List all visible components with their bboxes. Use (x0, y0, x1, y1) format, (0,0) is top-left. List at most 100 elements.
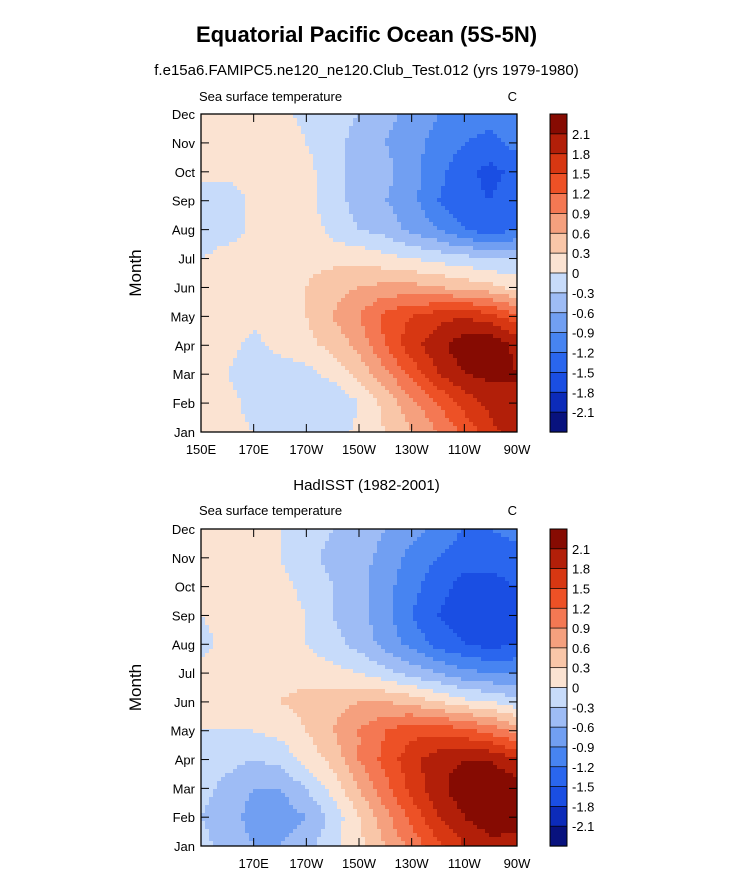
contour-cell (341, 250, 346, 255)
contour-cell (233, 142, 238, 147)
contour-cell (417, 198, 422, 203)
contour-cell (469, 226, 474, 231)
contour-cell (361, 326, 366, 331)
contour-cell (433, 322, 438, 327)
contour-cell (493, 186, 498, 191)
contour-cell (209, 230, 214, 235)
contour-cell (257, 330, 262, 335)
contour-cell (397, 346, 402, 351)
contour-cell (405, 302, 410, 307)
contour-cell (289, 114, 294, 119)
contour-cell (361, 294, 366, 299)
contour-cell (397, 174, 402, 179)
contour-cell (257, 286, 262, 291)
contour-cell (245, 234, 250, 239)
contour-cell (325, 310, 330, 315)
contour-cell (473, 158, 478, 163)
contour-cell (265, 326, 270, 331)
contour-cell (357, 214, 362, 219)
contour-cell (261, 322, 266, 327)
contour-cell (253, 210, 258, 215)
contour-cell (237, 226, 242, 231)
contour-cell (213, 230, 218, 235)
contour-cell (293, 318, 298, 323)
contour-cell (233, 262, 238, 267)
contour-cell (393, 190, 398, 195)
contour-cell (409, 314, 414, 319)
contour-cell (289, 334, 294, 339)
contour-cell (357, 166, 362, 171)
contour-cell (273, 334, 278, 339)
contour-cell (469, 298, 474, 303)
contour-cell (377, 290, 382, 295)
contour-cell (337, 222, 342, 227)
contour-cell (513, 198, 518, 203)
contour-cell (389, 322, 394, 327)
contour-cell (261, 250, 266, 255)
contour-cell (429, 274, 434, 279)
contour-cell (301, 274, 306, 279)
contour-cell (281, 246, 286, 251)
contour-cell (297, 310, 302, 315)
contour-cell (213, 306, 218, 311)
contour-cell (253, 238, 258, 243)
contour-cell (309, 202, 314, 207)
contour-cell (209, 242, 214, 247)
contour-cell (365, 190, 370, 195)
contour-cell (445, 250, 450, 255)
contour-cell (481, 334, 486, 339)
contour-cell (253, 262, 258, 267)
contour-cell (345, 230, 350, 235)
contour-cell (201, 326, 206, 331)
contour-cell (261, 222, 266, 227)
contour-cell (341, 334, 346, 339)
contour-cell (513, 342, 518, 347)
contour-cell (421, 142, 426, 147)
contour-cell (221, 294, 226, 299)
contour-cell (381, 342, 386, 347)
contour-cell (385, 254, 390, 259)
contour-cell (293, 162, 298, 167)
contour-cell (237, 250, 242, 255)
contour-cell (317, 138, 322, 143)
contour-cell (497, 166, 502, 171)
contour-cell (457, 162, 462, 167)
contour-cell (269, 138, 274, 143)
contour-cell (473, 306, 478, 311)
contour-cell (385, 114, 390, 119)
contour-cell (449, 274, 454, 279)
contour-cell (249, 354, 254, 359)
contour-cell (393, 214, 398, 219)
contour-cell (489, 198, 494, 203)
contour-cell (505, 342, 510, 347)
contour-cell (353, 298, 358, 303)
contour-cell (333, 186, 338, 191)
contour-cell (441, 286, 446, 291)
contour-cell (401, 194, 406, 199)
contour-cell (297, 338, 302, 343)
contour-cell (353, 174, 358, 179)
contour-cell (325, 274, 330, 279)
contour-cell (277, 202, 282, 207)
contour-cell (301, 334, 306, 339)
contour-cell (257, 326, 262, 331)
contour-cell (501, 258, 506, 263)
contour-cell (253, 350, 258, 355)
contour-cell (269, 162, 274, 167)
contour-cell (305, 122, 310, 127)
contour-cell (205, 294, 210, 299)
contour-cell (421, 234, 426, 239)
contour-cell (281, 334, 286, 339)
contour-cell (497, 346, 502, 351)
contour-cell (357, 294, 362, 299)
contour-cell (505, 138, 510, 143)
contour-cell (365, 154, 370, 159)
contour-cell (297, 242, 302, 247)
contour-cell (281, 218, 286, 223)
contour-cell (461, 318, 466, 323)
contour-cell (341, 326, 346, 331)
contour-cell (349, 122, 354, 127)
contour-cell (289, 194, 294, 199)
contour-cell (205, 142, 210, 147)
contour-cell (453, 214, 458, 219)
